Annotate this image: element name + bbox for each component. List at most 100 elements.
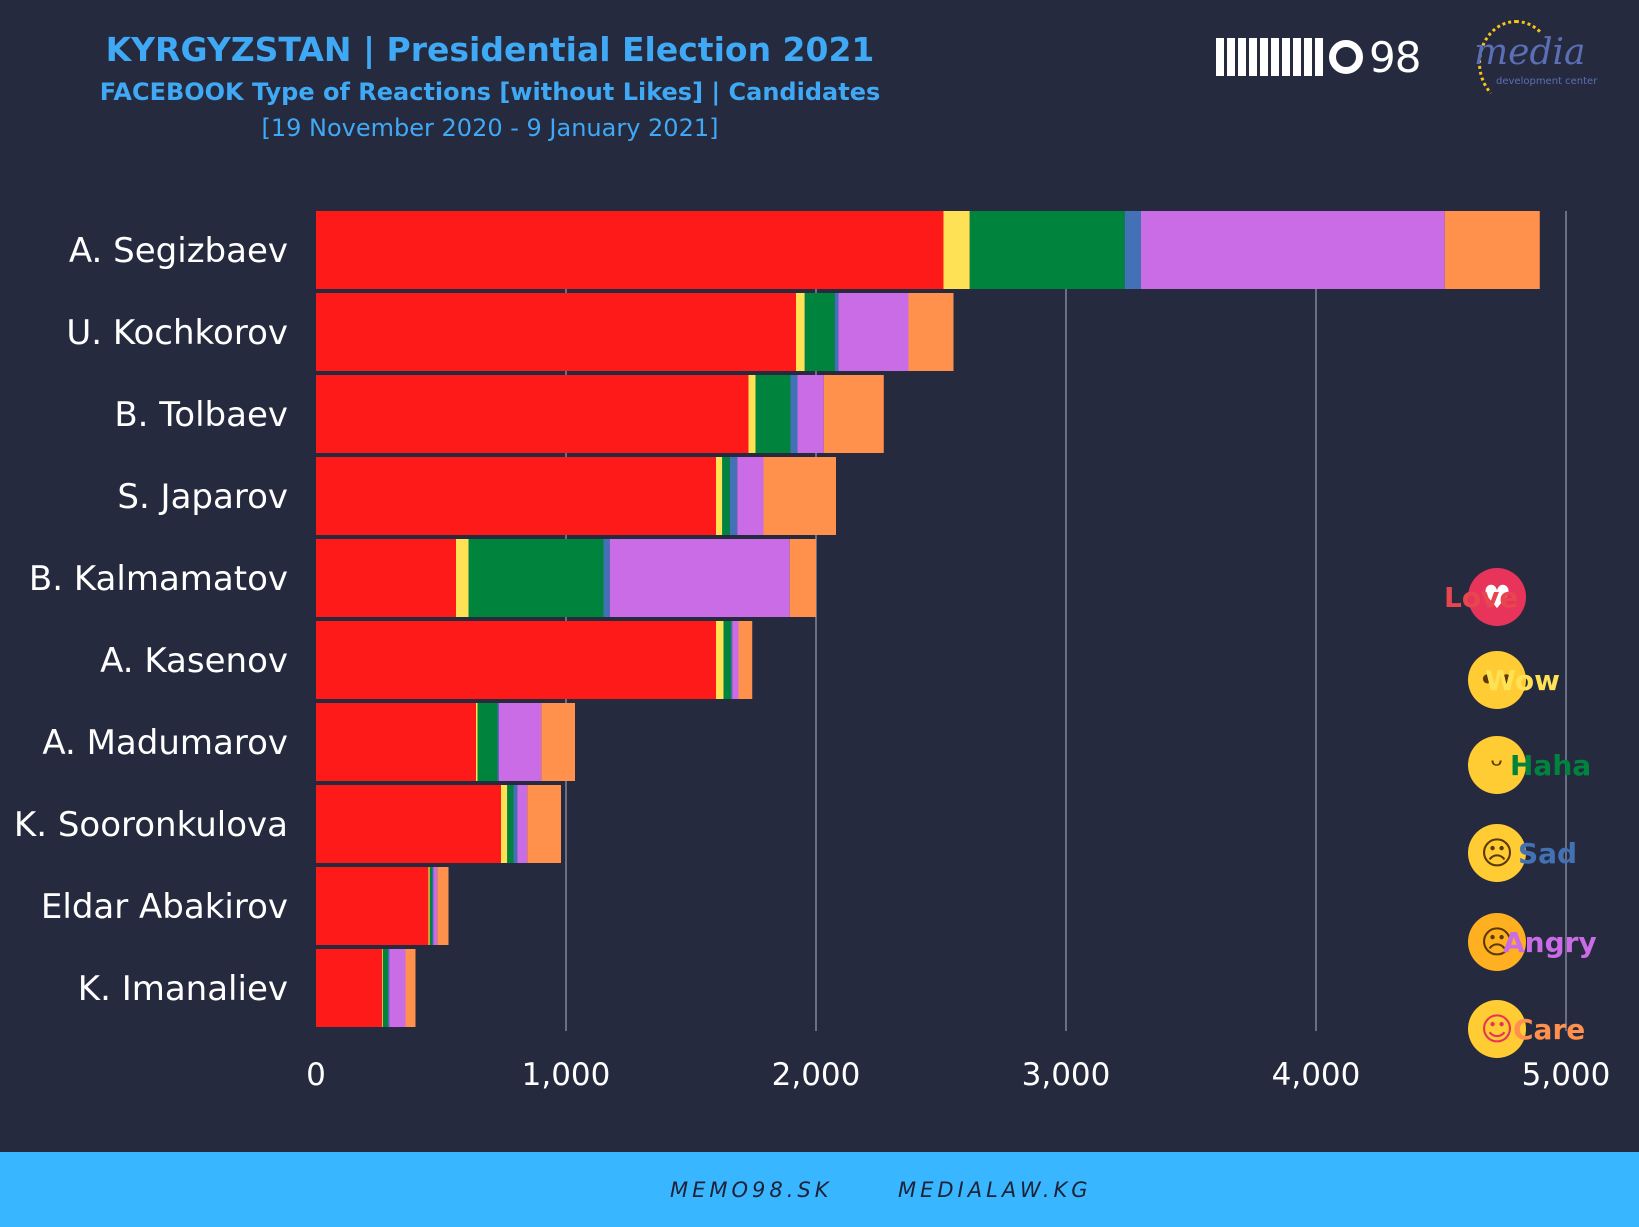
category-label: B. Kalmamatov (29, 559, 288, 599)
footer-bar: MEMO98.SK MEDIALAW.KG (0, 1152, 1639, 1227)
legend-item-sad: ☹ Sad (1468, 824, 1577, 882)
haha-face-icon: ᵕ (1468, 736, 1526, 794)
bar-segment-care (405, 949, 416, 1027)
bar-segment-haha (477, 703, 498, 781)
x-tick-label: 3,000 (1022, 1057, 1111, 1093)
legend-label: Love (1444, 580, 1519, 614)
bar-segment-care (738, 621, 753, 699)
legend-label: Haha (1510, 748, 1592, 782)
bars (316, 211, 1540, 1027)
bar-segment-care (437, 867, 449, 945)
title: KYRGYZSTAN | Presidential Election 2021 (105, 30, 875, 69)
bar-segment-care (541, 703, 575, 781)
logo-dots-icon (1478, 20, 1554, 106)
bar-segment-sad (729, 457, 738, 535)
bar-segment-angry (797, 375, 824, 453)
bar-segment-haha (804, 293, 835, 371)
bar-segment-angry (732, 621, 739, 699)
category-label: Eldar Abakirov (41, 887, 288, 927)
bar-segment-haha (507, 785, 514, 863)
bar-segment-wow (716, 621, 724, 699)
bar-segment-sad (790, 375, 798, 453)
bar-segment-wow (943, 211, 970, 289)
media-development-center-logo[interactable]: media development center (1468, 20, 1608, 106)
bar-segment-love (316, 539, 456, 617)
bar-segment-haha (429, 867, 433, 945)
bar-segment-sad (432, 867, 434, 945)
bar-segment-wow (456, 539, 469, 617)
bar-segment-love (316, 949, 383, 1027)
x-tick-label: 1,000 (522, 1057, 611, 1093)
subtitle: FACEBOOK Type of Reactions [without Like… (99, 78, 881, 106)
category-label: S. Japarov (117, 477, 288, 517)
memo-circle-icon (1329, 40, 1363, 74)
bar-segment-love (316, 703, 476, 781)
x-tick-label: 4,000 (1272, 1057, 1361, 1093)
x-tick-label: 2,000 (772, 1057, 861, 1093)
bar-segment-wow (428, 867, 430, 945)
category-label: A. Kasenov (100, 641, 288, 681)
category-label: K. Sooronkulova (14, 805, 288, 845)
category-label: A. Madumarov (42, 723, 288, 763)
bar-segment-sad (497, 703, 499, 781)
angry-face-icon: ☹ (1468, 913, 1526, 971)
bar-segment-haha (383, 949, 388, 1027)
memo-logo-text: 98 (1369, 32, 1421, 82)
footer-link-memo98[interactable]: MEMO98.SK (670, 1178, 833, 1202)
bar-segment-sad (513, 785, 518, 863)
sad-face-icon: ☹ (1468, 824, 1526, 882)
bar-segment-angry (433, 867, 438, 945)
legend-label: Sad (1518, 836, 1578, 870)
bar-segment-sad (388, 949, 390, 1027)
legend-label: Angry (1503, 925, 1597, 959)
footer-link-medialaw[interactable]: MEDIALAW.KG (898, 1178, 1092, 1202)
wow-face-icon: •• (1468, 651, 1526, 709)
bar-segment-angry (517, 785, 528, 863)
legend-item-haha: ᵕ Haha (1468, 736, 1591, 794)
media-logo-word: media (1474, 32, 1586, 73)
bar-segment-wow (796, 293, 805, 371)
bar-segment-haha (722, 457, 730, 535)
stacked-bar-chart: A. Segizbaev U. Kochkorov B. Tolbaev S. Jap… (14, 211, 1610, 1093)
bar-segment-care (908, 293, 954, 371)
bar-segment-care (823, 375, 884, 453)
category-labels: A. Segizbaev U. Kochkorov B. Tolbaev S. Jap… (14, 231, 288, 1009)
bar-segment-wow (476, 703, 478, 781)
category-label: U. Kochkorov (66, 313, 288, 353)
legend-label: Care (1513, 1012, 1586, 1046)
bar-segment-care (1444, 211, 1540, 289)
bar-segment-haha (723, 621, 731, 699)
bar-segment-angry (1141, 211, 1445, 289)
bar-segment-love (316, 457, 716, 535)
legend-item-wow: •• Wow (1468, 651, 1560, 709)
legend-item-angry: ☹ Angry (1468, 913, 1597, 971)
category-label: A. Segizbaev (69, 231, 288, 271)
bar-segment-love (316, 785, 501, 863)
bar-segment-haha (755, 375, 791, 453)
category-label: B. Tolbaev (114, 395, 288, 435)
bar-segment-sad (834, 293, 839, 371)
memo-bars-icon (1216, 38, 1323, 76)
bar-segment-angry (737, 457, 764, 535)
bar-segment-care (789, 539, 816, 617)
bar-segment-haha (468, 539, 604, 617)
bar-segment-care (763, 457, 836, 535)
legend-label: Wow (1485, 663, 1560, 697)
memo98-logo[interactable]: 98 (1216, 33, 1421, 82)
x-tick-label: 5,000 (1522, 1057, 1611, 1093)
legend-item-love: ♥ Love (1444, 568, 1526, 626)
bar-segment-care (527, 785, 561, 863)
love-heart-icon: ♥ (1468, 568, 1526, 626)
bar-segment-sad (1124, 211, 1141, 289)
x-tick-labels: 0 1,000 2,000 3,000 4,000 5,000 (306, 1057, 1610, 1093)
bar-segment-love (316, 211, 944, 289)
bar-segment-love (316, 621, 716, 699)
bar-segment-angry (389, 949, 406, 1027)
bar-segment-wow (382, 949, 383, 1027)
bar-segment-wow (501, 785, 508, 863)
care-face-icon: ☺ (1468, 1000, 1526, 1058)
date-range: [19 November 2020 - 9 January 2021] (261, 114, 719, 142)
category-label: K. Imanaliev (78, 969, 288, 1009)
legend-item-care: ☺ Care (1468, 1000, 1585, 1058)
bar-segment-sad (731, 621, 733, 699)
